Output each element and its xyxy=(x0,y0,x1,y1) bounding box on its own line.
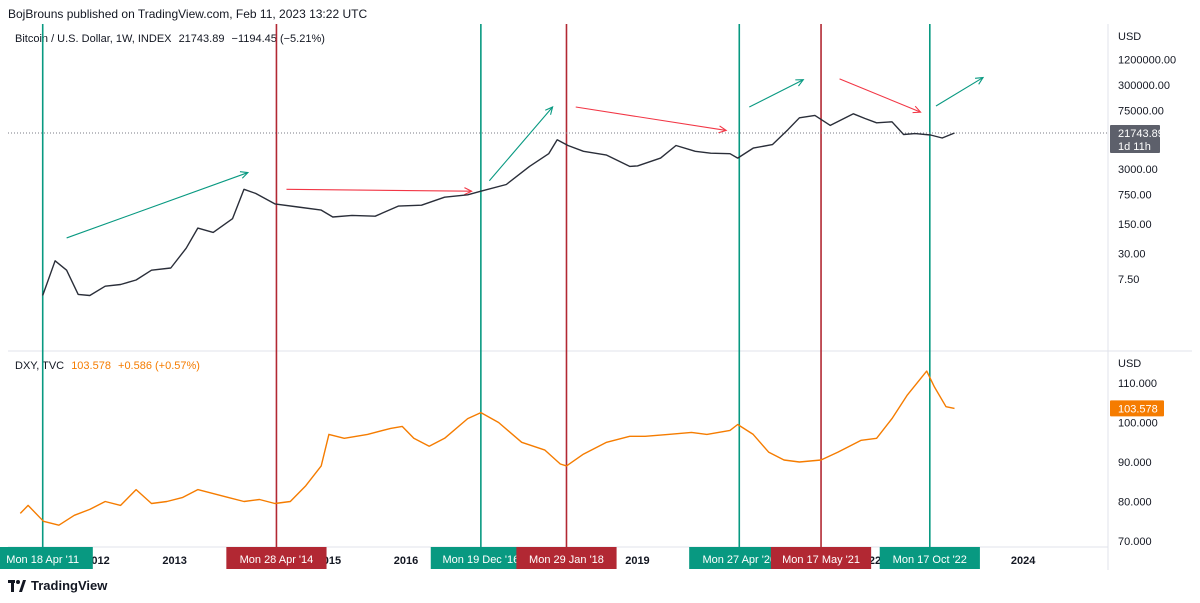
trend-arrow-head xyxy=(975,76,985,85)
dxy-price: 103.578 xyxy=(71,360,111,372)
trend-arrow-4[interactable] xyxy=(749,79,805,108)
trend-arrow-head xyxy=(912,105,922,114)
btc-symbol: Bitcoin / U.S. Dollar, 1W, INDEX xyxy=(15,33,172,45)
trend-arrow-3[interactable] xyxy=(575,106,728,134)
trend-arrow-2[interactable] xyxy=(488,106,554,182)
tradingview-logo[interactable]: TradingView xyxy=(8,578,107,593)
trend-arrow-shaft xyxy=(488,106,554,182)
dxy-y-tick: 80.000 xyxy=(1118,497,1152,509)
dxy-y-tick: 90.000 xyxy=(1118,457,1152,469)
btc-change: −1194.45 (−5.21%) xyxy=(231,33,325,45)
trend-arrow-head xyxy=(795,79,805,87)
event-date-label-text: Mon 17 Oct '22 xyxy=(893,554,967,566)
publisher-header: BojBrouns published on TradingView.com, … xyxy=(8,7,368,21)
dxy-price-tag: 103.578 xyxy=(1110,400,1164,417)
dxy-y-tick: 100.000 xyxy=(1118,418,1158,430)
event-date-label-bg xyxy=(430,547,531,569)
dxy-price-tag-bg xyxy=(1110,400,1164,417)
trend-arrow-head xyxy=(464,187,473,196)
btc-price: 21743.89 xyxy=(178,33,225,45)
trend-arrow-shaft xyxy=(935,77,984,107)
btc-price-line[interactable] xyxy=(42,113,955,297)
trend-arrow-shaft xyxy=(66,172,249,239)
event-date-label-0[interactable]: Mon 18 Apr '11 xyxy=(0,547,93,569)
trend-arrow-head xyxy=(239,171,250,179)
event-date-label-bg xyxy=(879,547,980,569)
dxy-axis-unit: USD xyxy=(1118,358,1141,370)
trend-arrow-shaft xyxy=(839,78,921,113)
trend-arrow-shaft xyxy=(749,79,804,108)
event-date-label-bg xyxy=(770,547,872,569)
btc-y-tick: 750.00 xyxy=(1118,190,1152,202)
tradingview-logo-icon xyxy=(8,579,26,592)
event-date-label-bg xyxy=(0,547,93,569)
event-date-label-text: Mon 18 Apr '11 xyxy=(6,554,79,566)
trend-arrow-6[interactable] xyxy=(935,76,985,107)
dxy-y-tick: 110.000 xyxy=(1118,378,1157,390)
event-date-label-text: Mon 17 May '21 xyxy=(782,554,860,566)
btc-price-tag-time: 1d 11h xyxy=(1118,141,1151,153)
btc-price-tag-value: 21743.89 xyxy=(1118,128,1164,140)
x-tick-2013: 2013 xyxy=(162,555,186,567)
btc-y-tick: 30.00 xyxy=(1118,248,1146,260)
x-tick-2019: 2019 xyxy=(625,555,649,567)
event-date-label-6[interactable]: Mon 17 Oct '22 xyxy=(879,547,980,569)
x-tick-2016: 2016 xyxy=(394,555,418,567)
event-date-label-text: Mon 28 Apr '14 xyxy=(240,554,314,566)
event-date-label-text: Mon 19 Dec '16 xyxy=(443,554,520,566)
event-date-label-bg xyxy=(689,547,790,569)
dxy-legend: DXY, TVC 103.578 +0.586 (+0.57%) xyxy=(15,360,200,372)
btc-y-tick: 300000.00 xyxy=(1118,80,1170,92)
btc-y-tick: 150.00 xyxy=(1118,219,1152,231)
event-date-label-text: Mon 27 Apr '20 xyxy=(702,554,776,566)
btc-y-tick: 7.50 xyxy=(1118,274,1139,286)
trend-arrow-shaft xyxy=(575,106,727,131)
dxy-price-line[interactable] xyxy=(19,370,955,526)
trend-arrow-head xyxy=(718,125,728,134)
event-date-label-5[interactable]: Mon 17 May '21 xyxy=(770,547,872,569)
dxy-price-tag-value: 103.578 xyxy=(1118,403,1158,415)
event-date-label-2[interactable]: Mon 19 Dec '16 xyxy=(430,547,531,569)
event-date-label-bg xyxy=(226,547,327,569)
trend-arrow-0[interactable] xyxy=(66,171,250,239)
event-date-label-text: Mon 29 Jan '18 xyxy=(529,554,604,566)
dxy-change: +0.586 (+0.57%) xyxy=(118,360,200,372)
btc-y-tick: 75000.00 xyxy=(1118,105,1164,117)
event-date-label-bg xyxy=(516,547,617,569)
event-date-label-4[interactable]: Mon 27 Apr '20 xyxy=(689,547,790,569)
tradingview-brand: TradingView xyxy=(31,578,108,593)
event-date-label-3[interactable]: Mon 29 Jan '18 xyxy=(516,547,617,569)
trend-arrow-5[interactable] xyxy=(839,78,922,114)
trend-arrow-head xyxy=(545,106,554,115)
btc-y-tick: 1200000.00 xyxy=(1118,55,1176,67)
btc-axis-unit: USD xyxy=(1118,31,1141,43)
dxy-y-tick: 70.000 xyxy=(1118,536,1152,548)
trend-arrow-shaft xyxy=(286,188,472,192)
btc-price-tag-bg xyxy=(1110,124,1160,153)
event-date-label-1[interactable]: Mon 28 Apr '14 xyxy=(226,547,327,569)
dxy-symbol: DXY, TVC xyxy=(15,360,65,372)
x-tick-2024: 2024 xyxy=(1011,555,1036,567)
btc-y-tick: 3000.00 xyxy=(1118,164,1158,176)
btc-legend: Bitcoin / U.S. Dollar, 1W, INDEX 21743.8… xyxy=(15,33,325,45)
trend-arrow-1[interactable] xyxy=(286,187,473,196)
